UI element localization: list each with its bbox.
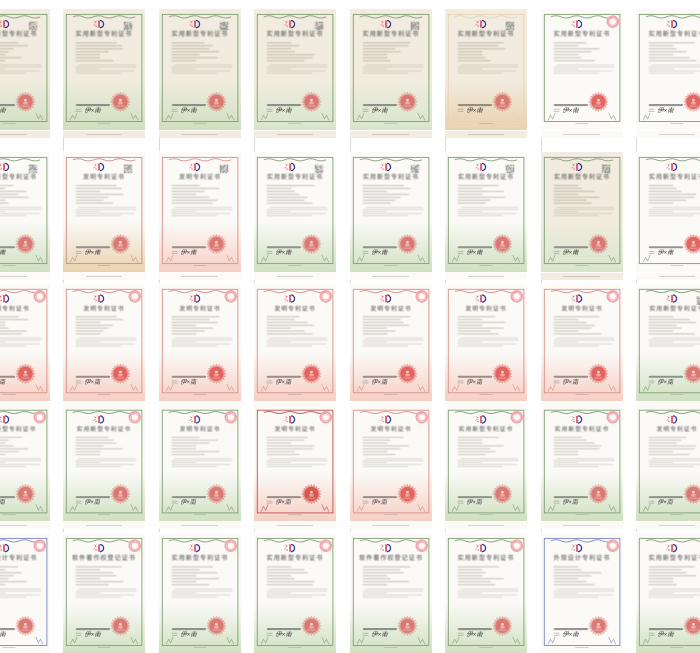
svg-text:实用新型专利证书: 实用新型专利证书: [0, 425, 36, 433]
svg-text:实用新型专利证书: 实用新型专利证书: [458, 554, 515, 562]
svg-text:伊×南: 伊×南: [84, 378, 101, 386]
svg-text:伊×南: 伊×南: [657, 107, 675, 115]
svg-text:伊×南: 伊×南: [371, 249, 388, 257]
svg-text:伊×南: 伊×南: [562, 378, 579, 386]
svg-text:发明专利证书: 发明专利证书: [560, 304, 602, 312]
svg-text:实用新型专利证书: 实用新型专利证书: [458, 173, 514, 181]
svg-text:伊×南: 伊×南: [657, 378, 674, 386]
svg-text:实用新型专利证书: 实用新型专利证书: [649, 173, 700, 181]
svg-text:伊×南: 伊×南: [180, 498, 197, 506]
svg-text:伊×南: 伊×南: [275, 631, 293, 639]
svg-text:伊×南: 伊×南: [275, 249, 292, 257]
svg-text:伊×南: 伊×南: [466, 107, 484, 115]
svg-text:伊×南: 伊×南: [466, 249, 483, 257]
svg-text:伊×南: 伊×南: [657, 249, 674, 257]
svg-text:伊×南: 伊×南: [275, 498, 292, 506]
svg-text:伊×南: 伊×南: [657, 498, 674, 506]
svg-text:发明专利证书: 发明专利证书: [656, 425, 698, 433]
svg-text:伊×南: 伊×南: [84, 249, 101, 257]
svg-text:伊×南: 伊×南: [180, 631, 198, 639]
svg-text:伊×南: 伊×南: [562, 498, 579, 506]
svg-text:发明专利证书: 发明专利证书: [369, 304, 411, 312]
svg-text:伊×南: 伊×南: [466, 378, 483, 386]
svg-text:实用新型专利证书: 实用新型专利证书: [267, 173, 323, 181]
svg-text:发明专利证书: 发明专利证书: [369, 425, 411, 433]
svg-text:发明专利证书: 发明专利证书: [82, 304, 124, 312]
svg-text:实用新型专利证书: 实用新型专利证书: [553, 30, 610, 38]
svg-text:实用新型专利证书: 实用新型专利证书: [77, 425, 131, 433]
svg-text:实用新型专利证书: 实用新型专利证书: [649, 304, 700, 312]
svg-text:发明专利证书: 发明专利证书: [177, 173, 220, 181]
svg-text:实用新型专利证书: 实用新型专利证书: [649, 554, 700, 562]
svg-text:发明专利证书: 发明专利证书: [274, 425, 316, 433]
svg-text:实用新型专利证书: 实用新型专利证书: [459, 425, 513, 433]
svg-text:伊×南: 伊×南: [84, 631, 102, 639]
svg-text:发明专利证书: 发明专利证书: [464, 304, 506, 312]
svg-text:伊×南: 伊×南: [180, 378, 197, 386]
svg-text:伊×南: 伊×南: [466, 498, 483, 506]
svg-text:外观设计专利证书: 外观设计专利证书: [552, 554, 610, 562]
svg-text:伊×南: 伊×南: [84, 498, 101, 506]
svg-text:实用新型专利证书: 实用新型专利证书: [649, 30, 700, 38]
svg-text:实用新型专利证书: 实用新型专利证书: [267, 30, 324, 38]
svg-text:伊×南: 伊×南: [0, 249, 6, 257]
svg-text:伊×南: 伊×南: [371, 498, 388, 506]
svg-text:发明专利证书: 发明专利证书: [178, 425, 220, 433]
svg-text:实用新型专利证书: 实用新型专利证书: [0, 30, 37, 38]
svg-text:实用新型专利证书: 实用新型专利证书: [0, 173, 37, 181]
svg-text:实用新型专利证书: 实用新型专利证书: [267, 554, 324, 562]
svg-text:伊×南: 伊×南: [562, 107, 580, 115]
svg-text:伊×南: 伊×南: [371, 107, 389, 115]
svg-text:软件著作权登记证书: 软件著作权登记证书: [72, 554, 136, 562]
svg-text:伊×南: 伊×南: [562, 631, 580, 639]
svg-text:软件著作权登记证书: 软件著作权登记证书: [359, 554, 423, 562]
svg-text:发明专利证书: 发明专利证书: [82, 173, 125, 181]
svg-text:实用新型专利证书: 实用新型专利证书: [76, 30, 133, 38]
svg-text:实用新型专利证书: 实用新型专利证书: [362, 173, 418, 181]
svg-text:实用新型专利证书: 实用新型专利证书: [362, 30, 419, 38]
svg-text:伊×南: 伊×南: [562, 249, 579, 257]
svg-text:发明专利证书: 发明专利证书: [0, 304, 29, 312]
svg-text:伊×南: 伊×南: [371, 631, 389, 639]
svg-text:实用新型专利证书: 实用新型专利证书: [553, 173, 609, 181]
svg-text:伊×南: 伊×南: [466, 631, 484, 639]
svg-text:实用新型专利证书: 实用新型专利证书: [171, 30, 228, 38]
svg-text:发明专利证书: 发明专利证书: [178, 304, 220, 312]
svg-text:外观设计专利证书: 外观设计专利证书: [0, 554, 37, 562]
svg-text:伊×南: 伊×南: [371, 378, 388, 386]
svg-text:伊×南: 伊×南: [180, 107, 198, 115]
svg-text:发明专利证书: 发明专利证书: [273, 304, 315, 312]
svg-text:伊×南: 伊×南: [180, 249, 197, 257]
svg-text:实用新型专利证书: 实用新型专利证书: [171, 554, 228, 562]
svg-text:实用新型专利证书: 实用新型专利证书: [554, 425, 608, 433]
svg-text:伊×南: 伊×南: [275, 107, 293, 115]
svg-text:实用新型专利证书: 实用新型专利证书: [458, 30, 515, 38]
svg-text:伊×南: 伊×南: [657, 631, 675, 639]
svg-text:伊×南: 伊×南: [275, 378, 292, 386]
svg-text:伊×南: 伊×南: [84, 107, 102, 115]
